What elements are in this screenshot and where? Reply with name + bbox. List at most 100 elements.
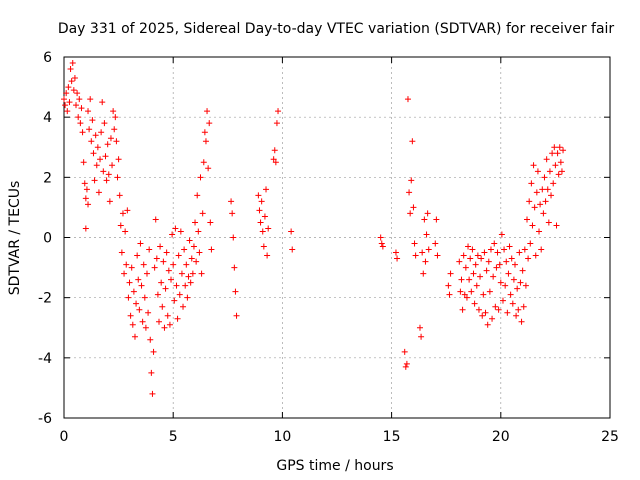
data-point — [511, 261, 518, 268]
data-point — [168, 276, 175, 283]
data-point — [509, 300, 516, 307]
data-point — [501, 246, 508, 253]
data-point — [474, 252, 481, 259]
data-point — [128, 264, 135, 271]
data-point — [171, 297, 178, 304]
data-point — [265, 225, 272, 232]
data-point — [208, 246, 215, 253]
data-point — [258, 198, 265, 205]
data-point — [135, 276, 142, 283]
data-point — [82, 225, 89, 232]
x-tick-label: 5 — [169, 429, 178, 445]
data-point — [142, 324, 149, 331]
data-point — [468, 288, 475, 295]
data-point — [68, 78, 75, 85]
data-point — [534, 168, 541, 175]
data-point — [458, 276, 465, 283]
data-point — [432, 240, 439, 247]
data-point — [434, 252, 441, 259]
data-point — [65, 84, 72, 91]
data-point — [394, 255, 401, 262]
data-point — [502, 282, 509, 289]
data-point — [78, 105, 85, 112]
data-point — [153, 255, 160, 262]
data-point — [420, 270, 427, 277]
data-point — [105, 171, 112, 178]
data-point — [76, 96, 83, 103]
data-point — [256, 207, 263, 214]
data-point — [145, 309, 152, 316]
data-point — [469, 246, 476, 253]
x-tick-label: 15 — [383, 429, 401, 445]
data-point — [259, 228, 266, 235]
y-tick-label: 6 — [43, 50, 52, 66]
data-point — [528, 180, 535, 187]
data-point — [515, 306, 522, 313]
data-point — [124, 207, 131, 214]
data-point — [152, 216, 159, 223]
data-point — [533, 189, 540, 196]
data-point — [478, 255, 485, 262]
data-point — [508, 255, 515, 262]
data-point — [73, 102, 80, 109]
grid-lines — [64, 57, 610, 418]
data-point — [517, 279, 524, 286]
data-point — [491, 240, 498, 247]
data-point — [103, 177, 110, 184]
data-point — [201, 129, 208, 136]
data-point — [98, 129, 105, 136]
data-point — [272, 159, 279, 166]
data-point — [164, 312, 171, 319]
data-point — [401, 348, 408, 355]
data-point — [112, 114, 119, 121]
data-point — [477, 273, 484, 280]
data-point — [161, 324, 168, 331]
data-point — [490, 273, 497, 280]
data-point — [77, 120, 84, 127]
data-point — [79, 129, 86, 136]
x-tick-labels: 0 5 10 15 20 25 — [60, 429, 619, 445]
data-point — [110, 108, 117, 115]
data-point — [531, 204, 538, 211]
data-point — [123, 261, 130, 268]
data-point — [496, 261, 503, 268]
data-point — [479, 312, 486, 319]
data-point — [233, 312, 240, 319]
data-point — [196, 249, 203, 256]
data-point — [495, 306, 502, 313]
data-point — [75, 114, 82, 121]
data-point — [136, 306, 143, 313]
data-point — [118, 249, 125, 256]
data-point — [170, 261, 177, 268]
data-point — [551, 144, 558, 151]
data-point — [93, 162, 100, 169]
data-point — [67, 66, 74, 73]
data-point — [127, 312, 134, 319]
data-point — [472, 261, 479, 268]
data-point — [232, 288, 239, 295]
data-point — [506, 243, 513, 250]
data-point — [557, 159, 564, 166]
x-tick-label: 0 — [60, 429, 69, 445]
data-point — [130, 288, 137, 295]
data-point — [410, 204, 417, 211]
data-point — [177, 228, 184, 235]
data-point — [529, 222, 536, 229]
data-point — [463, 294, 470, 301]
data-point — [104, 141, 111, 148]
y-tick-labels: -6 -4 -2 0 2 4 6 — [38, 50, 52, 427]
data-point — [99, 99, 106, 106]
data-point — [173, 282, 180, 289]
data-point — [494, 249, 501, 256]
data-point — [555, 171, 562, 178]
data-point — [536, 228, 543, 235]
data-point — [498, 231, 505, 238]
data-point — [462, 264, 469, 271]
data-point — [186, 237, 193, 244]
data-point — [117, 222, 124, 229]
data-point — [505, 270, 512, 277]
y-tick-label: -2 — [38, 291, 52, 307]
data-point — [514, 285, 521, 292]
data-point — [421, 216, 428, 223]
